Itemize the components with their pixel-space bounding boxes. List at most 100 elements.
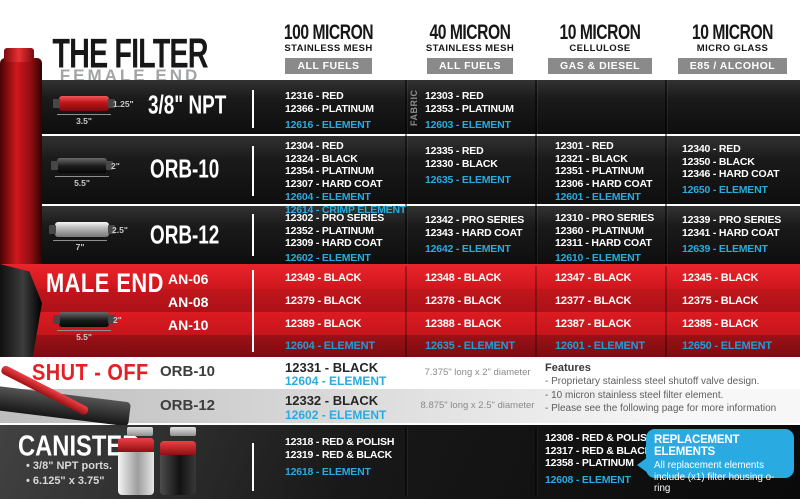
parts-cell: 12385 - BLACK [682,318,759,330]
length-dimension: 7" [53,240,107,252]
male-band-an06 [0,266,800,289]
parts-cell: 12308 - RED & POLISH 12317 - RED & BLACK… [545,432,655,469]
column-header-10-micron-cellulose: 10 MICRON CELLULOSE GAS & DIESEL [535,20,665,74]
length-dimension: 5.5" [55,176,109,188]
male-band-top-edge [0,264,800,266]
element-cell: 12601 - ELEMENT [555,340,645,352]
column-media: CELLULOSE [569,43,631,54]
female-row-orb12-background [42,206,800,264]
height-dimension: 2" [113,315,122,325]
canister-red-cap [118,438,154,452]
column-media: STAINLESS MESH [284,43,373,54]
parts-cell: 12310 - PRO SERIES 12360 - PLATINUM 1231… [555,212,655,249]
parts-cell: 12378 - BLACK [425,295,502,307]
canister-red-cap [160,441,196,455]
column-micron: 100 MICRON [283,20,374,44]
parts-cell: 12342 - PRO SERIES 12343 - HARD COAT [425,214,525,239]
label-divider [252,146,254,196]
orb10-filter-illustration: 2" 5.5" [50,150,132,192]
element-cell: 12610 - ELEMENT [555,252,641,264]
parts-cell: 12332 - BLACK [285,393,379,408]
column-media: STAINLESS MESH [425,43,515,54]
element-cell: 12604 - ELEMENT 12614 - CRIMP ELEMENT [285,191,407,216]
row-label-an10: AN-10 [168,317,209,333]
fabric-note: FABRIC [409,89,419,127]
parts-cell: 12389 - BLACK [285,318,362,330]
element-cell: 12635 - ELEMENT [425,340,515,352]
row-label-an06: AN-06 [168,271,209,287]
element-cell: 12604 - ELEMENT [285,340,375,352]
element-cell: 12639 - ELEMENT [682,243,768,255]
filter-body-graphic [53,312,115,327]
height-dimension: 1.25" [113,99,134,109]
male-band-an10 [0,312,800,335]
column-divider [665,80,667,264]
parts-cell: 12301 - RED 12321 - BLACK 12351 - PLATIN… [555,140,653,190]
callout-title: REPLACEMENT ELEMENTS [654,434,740,458]
canister-chrome-photo [118,438,154,495]
parts-cell: 12379 - BLACK [285,295,362,307]
shutoff-section-label: SHUT - OFF [32,360,149,386]
row-label-npt: 3/8" NPT [148,91,227,120]
parts-cell: 12335 - RED 12330 - BLACK [425,145,498,170]
row-label-orb12: ORB-12 [150,221,220,250]
filter-body-graphic [51,158,113,173]
label-divider [252,270,254,352]
parts-cell: 12316 - RED 12366 - PLATINUM [285,90,374,115]
element-cell: 12602 - ELEMENT [285,408,387,422]
length-dimension: 3.5" [57,114,111,126]
filter-body-graphic [53,96,115,111]
column-divider [405,80,407,264]
element-cell: 12608 - ELEMENT [545,474,631,486]
column-divider [405,266,407,357]
red-filter-photo [0,48,42,264]
replacement-elements-callout: REPLACEMENT ELEMENTS All replacement ele… [637,429,794,494]
parts-cell: 12304 - RED 12324 - BLACK 12354 - PLATIN… [285,140,383,190]
element-cell: 12618 - ELEMENT [285,466,371,478]
orb12-filter-illustration: 2.5" 7" [48,214,130,256]
height-dimension: 2.5" [112,225,128,235]
column-header-40-micron: 40 MICRON STAINLESS MESH ALL FUELS [405,20,535,74]
fuel-badge: ALL FUELS [285,58,372,74]
element-cell: 12650 - ELEMENT [682,184,768,196]
canister-specs: • 3/8" NPT ports. • 6.125" x 3.75" [26,460,113,487]
parts-cell: 12331 - BLACK [285,360,379,375]
column-micron: 10 MICRON [691,20,774,44]
column-header-10-micron-micro-glass: 10 MICRON MICRO GLASS E85 / ALCOHOL [665,20,800,74]
label-divider [252,214,254,256]
fuel-badge: ALL FUELS [426,58,514,74]
parts-cell: 12318 - RED & POLISH 12319 - RED & BLACK [285,436,395,461]
row-label-shutoff-orb10: ORB-10 [160,363,216,380]
male-end-section-label: MALE END [46,268,164,298]
column-divider [405,428,407,496]
element-cell: 12601 - ELEMENT [555,191,641,203]
shutoff-orb12-band [0,389,800,423]
column-divider [535,266,537,357]
male-filter-illustration: 2" 5.5" [52,304,134,346]
element-cell: 12635 - ELEMENT [425,174,511,186]
parts-cell: 12349 - BLACK [285,272,362,284]
row-label-shutoff-orb12: ORB-12 [160,397,216,414]
features-heading: Features [545,362,591,374]
fuel-badge: GAS & DIESEL [547,58,653,74]
size-note: 7.375" long x 2" diameter [424,367,531,378]
female-row-orb10-background [42,136,800,204]
element-cell: 12602 - ELEMENT [285,252,371,264]
length-dimension: 5.5" [57,330,111,342]
parts-cell: 12348 - BLACK [425,272,502,284]
male-band-an08 [0,289,800,312]
parts-cell: 12302 - PRO SERIES 12352 - PLATINUM 1230… [285,212,385,249]
column-divider [535,428,537,496]
column-divider [535,80,537,264]
fuel-badge: E85 / ALCOHOL [677,58,788,74]
canister-black-photo [160,441,196,495]
filter-body-graphic [49,222,115,237]
element-cell: 12642 - ELEMENT [425,243,511,255]
label-divider [252,90,254,128]
size-note: 8.875" long x 2.5" diameter [420,400,535,411]
parts-cell: 12387 - BLACK [555,318,632,330]
parts-cell: 12388 - BLACK [425,318,502,330]
parts-cell: 12345 - BLACK [682,272,759,284]
canister-bracket-graphic [127,427,153,436]
